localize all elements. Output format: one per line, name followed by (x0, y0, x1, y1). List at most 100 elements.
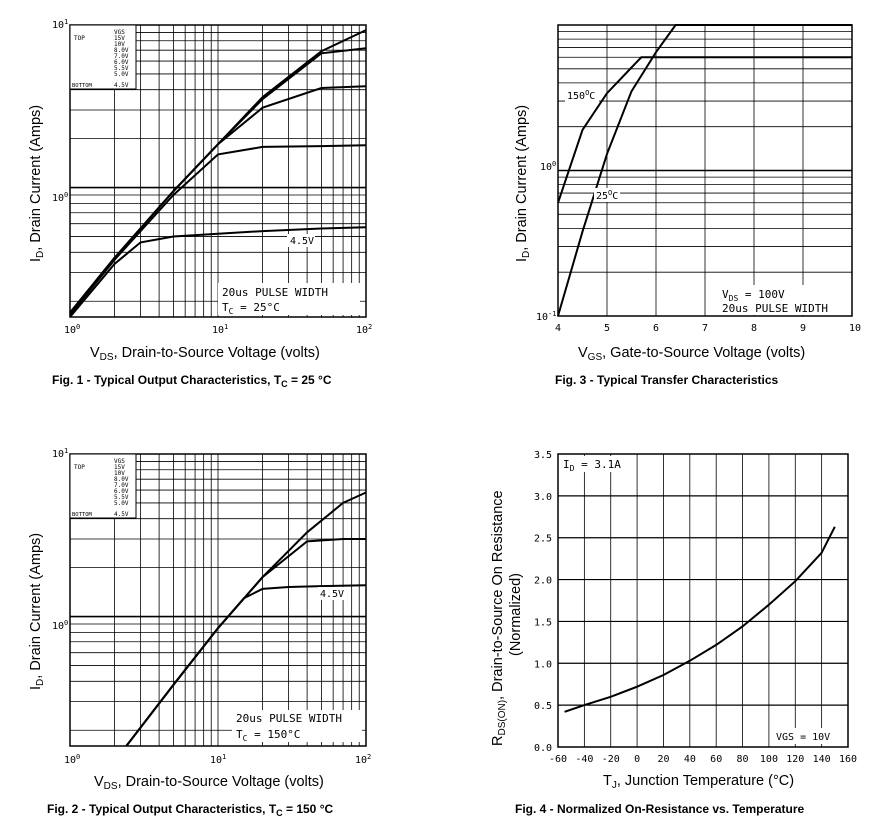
fig2-legend-entry: 4.5V (114, 511, 129, 518)
fig4-annotation-vgs: VGS = 10V (776, 732, 830, 743)
fig4-xtick: 140 (813, 754, 831, 765)
fig2-xtick: 100 (64, 753, 80, 766)
fig4-annotation-bottom-bg (772, 728, 844, 744)
fig3-xtick: 8 (751, 323, 757, 334)
fig2-annotation-temp: TC = 150°C (236, 728, 300, 743)
fig4-annotation-id: ID = 3.1A (563, 458, 621, 473)
fig3-annotation-pulse: 20us PULSE WIDTH (722, 302, 828, 315)
fig3-annotation-bg (718, 285, 850, 315)
fig1-series (69, 29, 367, 318)
fig1-caption: Fig. 1 - Typical Output Characteristics,… (52, 373, 332, 389)
fig2-legend-entry: 7.0V (114, 482, 129, 489)
fig4-ylabel-line2: (Normalized) (508, 573, 524, 656)
fig3-xtick: 6 (653, 323, 659, 334)
fig1-curve-label-bg (287, 234, 315, 247)
fig3-chart: 150OC 25OC VDS = 100V 20us PULSE WIDTH 1… (514, 24, 861, 387)
fig1-legend-entry: 15V (114, 35, 125, 42)
fig2-curve-label: 4.5V (320, 589, 344, 600)
fig4-xtick: 40 (684, 754, 696, 765)
fig3-xtick: 7 (702, 323, 708, 334)
fig2-ytick: 101 (52, 447, 68, 460)
fig2-series-line (125, 584, 367, 747)
fig2-legend-entry: 15V (114, 464, 125, 471)
fig2-legend-entry: 10V (114, 470, 125, 477)
fig1-legend: VGS TOP BOTTOM 15V 10V 8.0V 7.0V 6.0V 5.… (69, 24, 137, 90)
fig4-ytick: 2.5 (534, 534, 552, 545)
fig3-xlabel: VGS, Gate-to-Source Voltage (volts) (578, 345, 805, 363)
fig1-ytick: 100 (52, 191, 68, 204)
fig1-series-line (69, 144, 367, 316)
fig2-legend-entry: 8.0V (114, 476, 129, 483)
fig4-xlabel: TJ, Junction Temperature (°C) (603, 773, 794, 791)
fig4-xtick: 0 (634, 754, 640, 765)
fig4-xtick: 160 (839, 754, 857, 765)
fig4-ytick: 0.0 (534, 743, 552, 754)
fig4-xtick: 20 (657, 754, 669, 765)
fig4-ytick: 3.5 (534, 450, 552, 461)
fig3-xtick-group: 4 5 6 7 8 9 10 (555, 323, 861, 334)
fig2-ytick: 100 (52, 619, 68, 632)
fig2-xlabel: VDS, Drain-to-Source Voltage (volts) (94, 774, 324, 792)
fig1-legend-entry: 10V (114, 41, 125, 48)
fig4-ytick: 3.0 (534, 492, 552, 503)
fig1-legend-entry: 8.0V (114, 47, 129, 54)
fig2-legend-box (69, 453, 137, 519)
fig4-caption: Fig. 4 - Normalized On-Resistance vs. Te… (515, 802, 805, 816)
fig3-label-25c: 25OC (596, 189, 618, 202)
fig1-legend-entry: 4.5V (114, 82, 129, 89)
fig2-legend: VGS TOP BOTTOM 15V 10V 8.0V 7.0V 6.0V 5.… (69, 453, 137, 519)
fig1-xtick: 100 (64, 323, 80, 336)
fig1-xtick: 101 (212, 323, 228, 336)
fig2-legend-top: TOP (74, 464, 85, 471)
fig2-series-line (125, 491, 367, 747)
fig3-xtick: 10 (849, 323, 861, 334)
fig3-xtick: 9 (800, 323, 806, 334)
fig3-series-line (557, 56, 852, 204)
fig3-series-line (557, 24, 852, 317)
fig3-xtick: 5 (604, 323, 610, 334)
fig3-caption: Fig. 3 - Typical Transfer Characteristic… (555, 373, 779, 387)
fig4-xtick: 80 (737, 754, 749, 765)
fig2-legend-header: VGS (114, 458, 125, 465)
fig2-annotation-pulse: 20us PULSE WIDTH (236, 712, 342, 725)
fig2-curve-label-bg (318, 587, 346, 600)
fig2-plot-frame (69, 453, 367, 747)
fig1-plot-frame (69, 24, 367, 318)
fig1-annotation-bg (218, 283, 360, 315)
fig2-xtick: 101 (210, 753, 226, 766)
fig1-xtick: 102 (356, 323, 372, 336)
fig1-legend-entry: 6.0V (114, 59, 129, 66)
fig3-xtick: 4 (555, 323, 561, 334)
fig1-xlabel: VDS, Drain-to-Source Voltage (volts) (90, 345, 320, 363)
fig4-plot-frame (557, 453, 849, 748)
fig1-legend-entry: 7.0V (114, 53, 129, 60)
fig3-ylabel: ID, Drain Current (Amps) (514, 105, 532, 262)
fig1-legend-box (69, 24, 137, 90)
fig4-ytick-group: 0.0 0.5 1.0 1.5 2.0 2.5 3.0 3.5 (534, 450, 552, 754)
fig1-series-line (69, 85, 367, 314)
fig4-xtick-group: -60 -40 -20 0 20 40 60 80 100 120 140 160 (549, 754, 857, 765)
fig4-ytick: 0.5 (534, 701, 552, 712)
fig1-legend-entry: 5.5V (114, 65, 129, 72)
fig4-xtick: -40 (575, 754, 593, 765)
fig4-chart: ID = 3.1A VGS = 10V 0.0 0.5 1.0 1.5 2.0 2.5 3.… (490, 450, 857, 816)
fig4-series (564, 526, 836, 713)
fig2-legend-entry: 5.0V (114, 500, 129, 507)
fig2-legend-bottom: BOTTOM (72, 512, 93, 518)
fig2-legend-entry: 6.0V (114, 488, 129, 495)
fig4-ytick: 1.0 (534, 659, 552, 670)
fig1-annotation-temp: TC = 25°C (222, 301, 280, 316)
fig3-ytick: 100 (540, 160, 556, 173)
fig1-ylabel: ID, Drain Current (Amps) (28, 105, 46, 262)
fig4-grid (558, 454, 848, 747)
fig2-annotation-bg (232, 710, 362, 742)
fig4-annotation-top-bg (560, 456, 626, 472)
fig4-series-line (564, 526, 836, 713)
fig1-series-line (69, 226, 367, 318)
fig1-annotation-pulse: 20us PULSE WIDTH (222, 286, 328, 299)
fig1-legend-bottom: BOTTOM (72, 83, 93, 89)
fig4-xtick: 100 (760, 754, 778, 765)
fig3-label150-bg (565, 88, 599, 102)
fig3-ytick: 10-1 (536, 310, 556, 323)
